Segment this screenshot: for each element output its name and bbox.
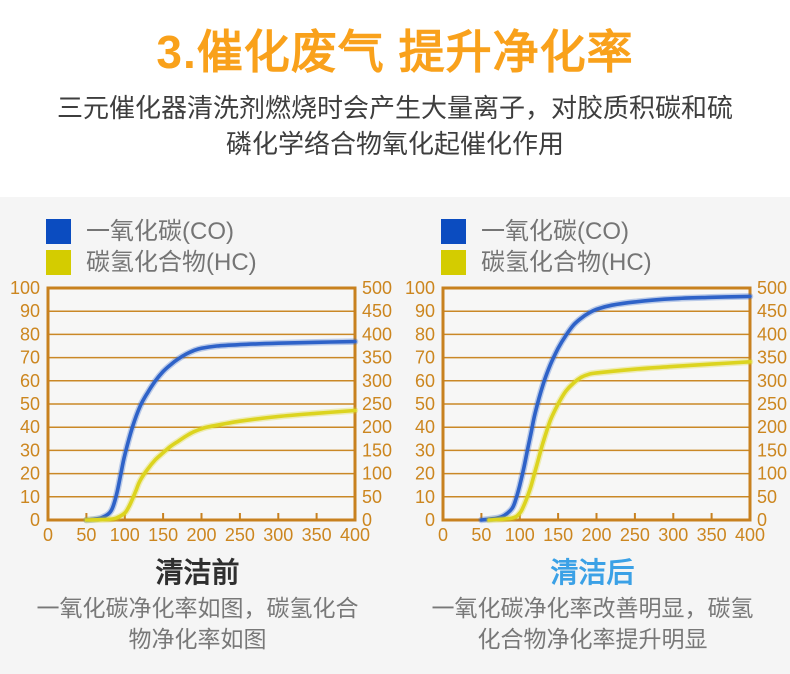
subtitle-line-1: 三元催化器清洗剂燃烧时会产生大量离子，对胶质积碳和硫 [56, 93, 733, 123]
svg-text:50: 50 [757, 487, 777, 507]
svg-text:500: 500 [757, 281, 787, 298]
svg-text:0: 0 [438, 525, 448, 545]
svg-text:70: 70 [20, 348, 40, 368]
legend-item-co: 一氧化碳(CO) [46, 219, 395, 244]
svg-text:150: 150 [148, 525, 178, 545]
line-chart-before: 0102030405060708090100050100150200250300… [10, 281, 392, 545]
legend-label-co: 一氧化碳(CO) [481, 218, 629, 245]
svg-text:100: 100 [505, 525, 535, 545]
legend-label-hc: 碳氢化合物(HC) [481, 249, 652, 276]
svg-text:50: 50 [76, 525, 96, 545]
legend-before: 一氧化碳(CO) 碳氢化合物(HC) [46, 219, 395, 275]
header: 3.催化废气 提升净化率 三元催化器清洗剂燃烧时会产生大量离子，对胶质积碳和硫 … [0, 0, 790, 197]
svg-text:300: 300 [757, 371, 787, 391]
legend-item-hc: 碳氢化合物(HC) [46, 250, 395, 275]
svg-text:250: 250 [362, 394, 392, 414]
svg-text:350: 350 [757, 348, 787, 368]
svg-text:20: 20 [415, 464, 435, 484]
svg-text:80: 80 [20, 324, 40, 344]
svg-text:50: 50 [362, 487, 382, 507]
svg-text:100: 100 [10, 281, 40, 298]
svg-text:250: 250 [620, 525, 650, 545]
svg-text:30: 30 [415, 440, 435, 460]
legend-after: 一氧化碳(CO) 碳氢化合物(HC) [441, 219, 790, 275]
svg-text:400: 400 [362, 324, 392, 344]
svg-text:350: 350 [302, 525, 332, 545]
svg-text:80: 80 [415, 324, 435, 344]
svg-text:450: 450 [362, 301, 392, 321]
subtitle-line-2: 磷化学络合物氧化起催化作用 [225, 129, 564, 159]
svg-text:70: 70 [415, 348, 435, 368]
svg-text:30: 30 [20, 440, 40, 460]
caption-body-after: 一氧化碳净化率改善明显，碳氢化合物净化率提升明显 [431, 595, 754, 652]
svg-text:0: 0 [362, 510, 372, 530]
svg-text:450: 450 [757, 301, 787, 321]
svg-text:60: 60 [415, 371, 435, 391]
svg-text:10: 10 [415, 487, 435, 507]
svg-text:100: 100 [110, 525, 140, 545]
svg-text:50: 50 [20, 394, 40, 414]
svg-text:0: 0 [30, 510, 40, 530]
svg-text:350: 350 [362, 348, 392, 368]
svg-text:200: 200 [581, 525, 611, 545]
caption-title-after: 清洁后 [550, 557, 635, 588]
page-subtitle: 三元催化器清洗剂燃烧时会产生大量离子，对胶质积碳和硫 磷化学络合物氧化起催化作用 [0, 90, 790, 162]
line-chart-after: 0102030405060708090100050100150200250300… [405, 281, 787, 545]
svg-text:250: 250 [225, 525, 255, 545]
svg-text:300: 300 [658, 525, 688, 545]
svg-text:90: 90 [415, 301, 435, 321]
svg-text:40: 40 [415, 417, 435, 437]
svg-text:400: 400 [757, 324, 787, 344]
svg-text:90: 90 [20, 301, 40, 321]
svg-text:100: 100 [757, 464, 787, 484]
charts-section: 一氧化碳(CO) 碳氢化合物(HC) 0 10 20 30 40 50 60 70 80 90 10… [0, 197, 790, 674]
svg-text:200: 200 [757, 417, 787, 437]
legend-label-hc: 碳氢化合物(HC) [86, 249, 257, 276]
svg-text:200: 200 [362, 417, 392, 437]
co-color-swatch [46, 219, 71, 244]
svg-text:300: 300 [362, 371, 392, 391]
svg-text:20: 20 [20, 464, 40, 484]
legend-item-co: 一氧化碳(CO) [441, 219, 790, 244]
svg-text:400: 400 [340, 525, 370, 545]
svg-text:350: 350 [697, 525, 727, 545]
svg-text:200: 200 [186, 525, 216, 545]
svg-text:100: 100 [405, 281, 435, 298]
svg-text:10: 10 [20, 487, 40, 507]
caption-title-before: 清洁前 [155, 557, 240, 588]
svg-text:40: 40 [20, 417, 40, 437]
svg-text:250: 250 [757, 394, 787, 414]
legend-item-hc: 碳氢化合物(HC) [441, 250, 790, 275]
svg-text:0: 0 [425, 510, 435, 530]
svg-text:100: 100 [362, 464, 392, 484]
caption-body-before: 一氧化碳净化率如图，碳氢化合物净化率如图 [36, 595, 359, 652]
co-color-swatch [441, 219, 466, 244]
hc-color-swatch [46, 250, 71, 275]
svg-text:500: 500 [362, 281, 392, 298]
svg-text:400: 400 [735, 525, 765, 545]
legend-label-co: 一氧化碳(CO) [86, 218, 234, 245]
svg-text:150: 150 [543, 525, 573, 545]
svg-text:60: 60 [20, 371, 40, 391]
svg-text:50: 50 [471, 525, 491, 545]
svg-text:150: 150 [757, 440, 787, 460]
panel-before-cleaning: 一氧化碳(CO) 碳氢化合物(HC) 0 10 20 30 40 50 60 70 80 90 10… [0, 197, 395, 674]
svg-text:0: 0 [43, 525, 53, 545]
panel-after-cleaning: 一氧化碳(CO) 碳氢化合物(HC) 0 10 20 30 40 50 60 70 80 90 10… [395, 197, 790, 674]
svg-text:0: 0 [757, 510, 767, 530]
hc-color-swatch [441, 250, 466, 275]
svg-text:50: 50 [415, 394, 435, 414]
page-title: 3.催化废气 提升净化率 [156, 26, 634, 78]
svg-text:300: 300 [263, 525, 293, 545]
svg-text:150: 150 [362, 440, 392, 460]
